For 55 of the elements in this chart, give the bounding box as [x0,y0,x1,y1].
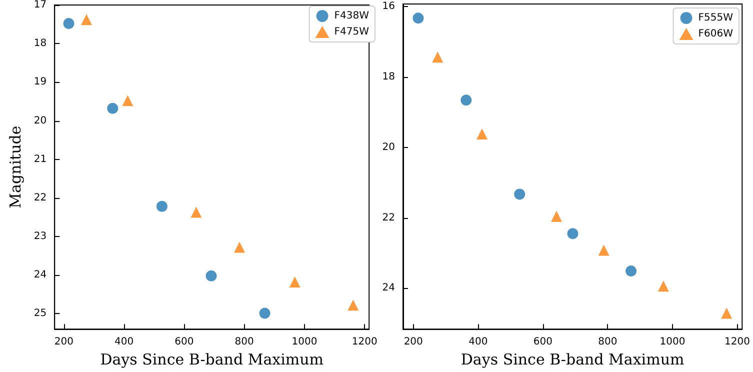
x-axis-title: Days Since B-band Maximum [100,350,324,368]
point [348,300,359,311]
x-tick-label: 400 [468,336,488,348]
legend-label: F555W [698,12,734,24]
x-tick-label: 1000 [292,336,318,348]
point [122,95,134,106]
y-tick-label: 19 [34,76,47,88]
point [289,276,300,288]
y-tick-label: 17 [34,0,47,10]
point [234,242,246,253]
point [63,18,74,30]
x-tick-label: 800 [234,336,254,348]
point [107,102,118,114]
y-tick-label: 22 [34,192,47,204]
x-tick-label: 400 [114,336,134,348]
point [476,128,488,140]
x-tick-label: 200 [404,336,423,348]
point [156,200,168,212]
point [190,206,202,218]
y-tick-label: 16 [382,0,395,12]
x-tick-label: 1000 [660,336,686,348]
legend-label: F475W [334,26,370,38]
legend-label: F438W [334,10,370,22]
y-tick-label: 24 [382,282,395,294]
y-axis-title: Magnitude [6,126,24,208]
x-tick-label: 1200 [724,336,750,348]
y-tick-label: 22 [382,212,395,224]
point [206,270,217,282]
x-tick-label: 600 [533,336,552,348]
point [514,188,526,200]
x-tick-label: 1200 [352,336,378,348]
point [567,228,578,240]
point [412,12,424,24]
y-tick-label: 23 [34,231,47,242]
point [721,308,732,319]
legend-label: F606W [698,28,734,40]
point [626,265,637,276]
y-tick-label: 20 [34,115,47,126]
y-tick-label: 20 [382,142,395,153]
point [551,210,562,222]
y-tick-label: 18 [382,71,395,82]
y-tick-label: 24 [34,270,47,281]
x-tick-label: 600 [174,336,194,348]
point [598,244,610,256]
point [460,94,472,106]
x-axis-title: Days Since B-band Maximum [460,350,684,368]
point [259,308,270,319]
y-tick-label: 21 [34,154,47,165]
x-tick-label: 200 [54,336,74,348]
x-tick-label: 800 [598,336,618,348]
point [432,52,444,63]
y-tick-label: 18 [34,38,47,50]
y-tick-label: 25 [34,308,47,320]
point [658,280,669,292]
point [80,14,92,26]
